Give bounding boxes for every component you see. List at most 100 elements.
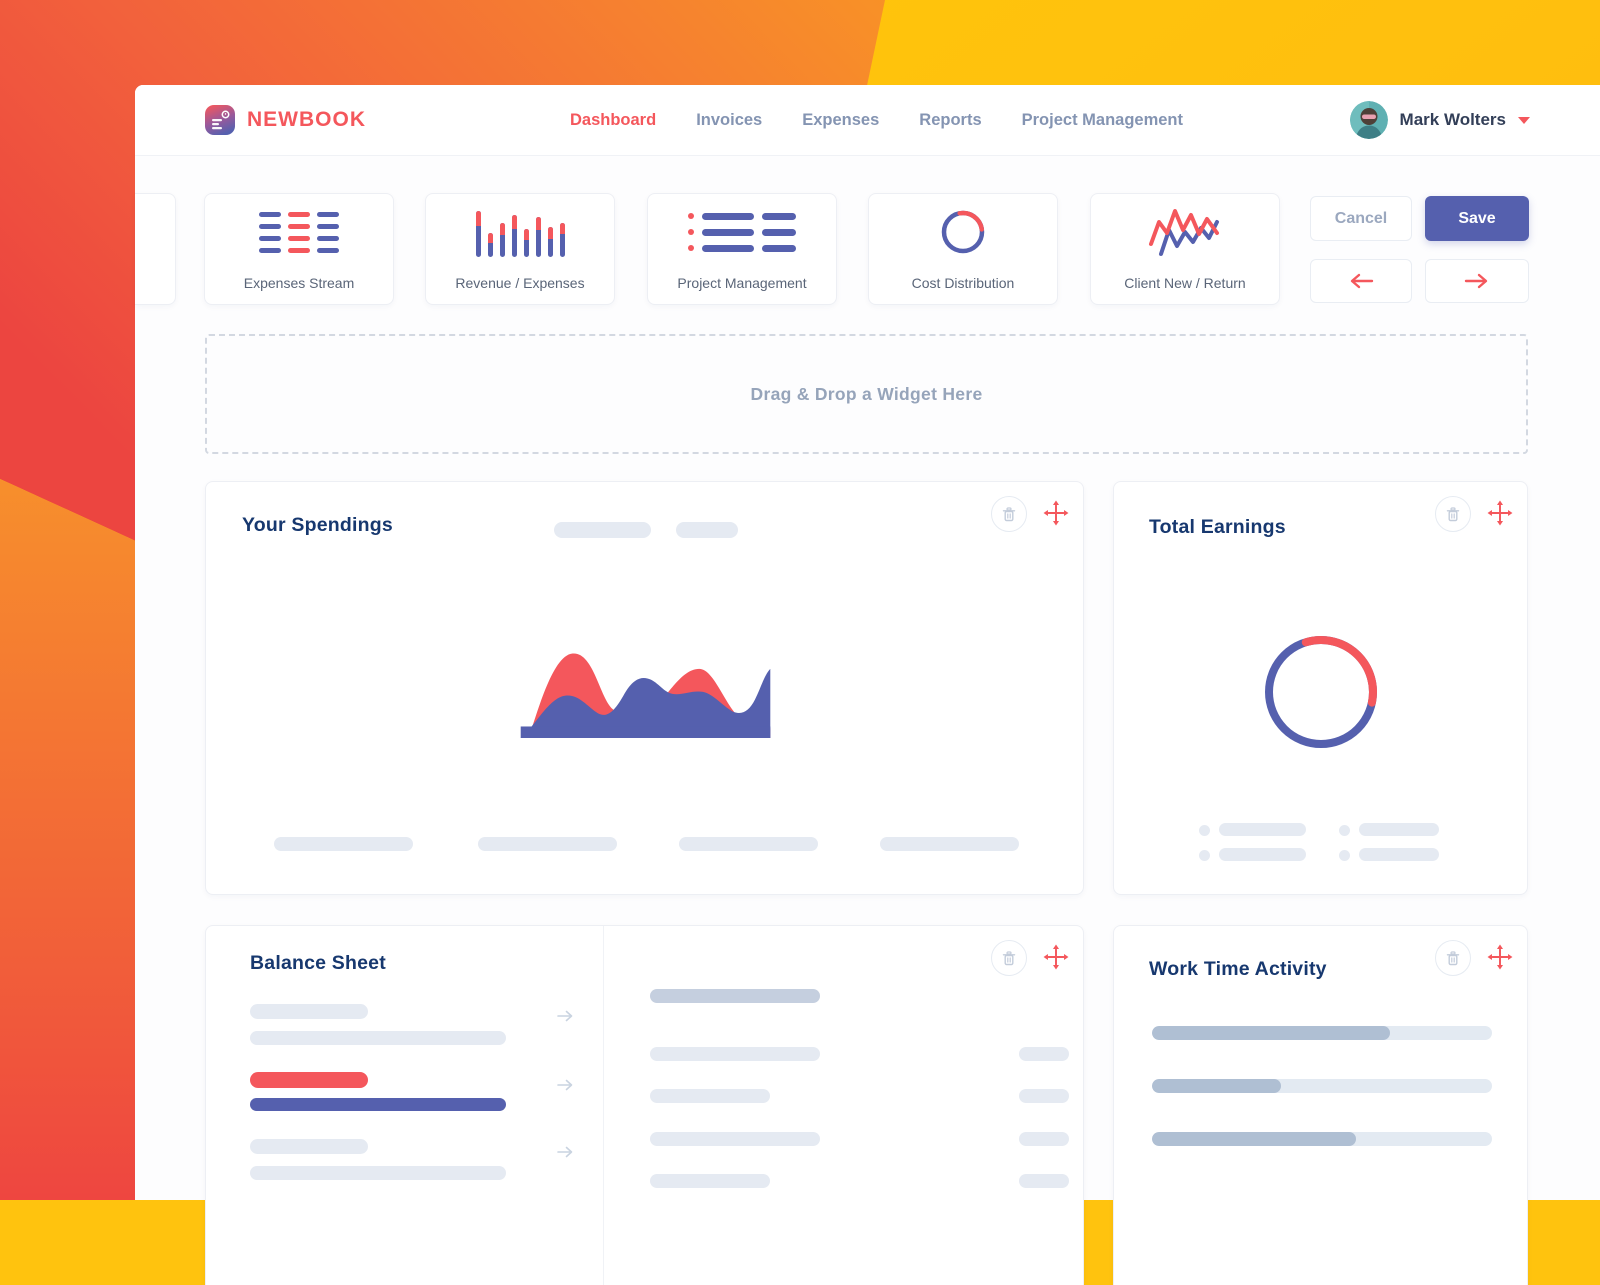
list-row-pill — [650, 1174, 770, 1188]
delete-widget-button[interactable] — [991, 940, 1027, 976]
row-arrow-icon[interactable] — [556, 1009, 574, 1023]
widget-title: Total Earnings — [1149, 516, 1286, 538]
bar-chart-icon — [475, 207, 565, 257]
list-row-pill — [650, 1047, 820, 1061]
list-header-pill — [650, 989, 820, 1003]
move-arrows-icon — [1043, 500, 1069, 526]
move-widget-handle[interactable] — [1043, 944, 1069, 970]
nav-expenses[interactable]: Expenses — [802, 110, 880, 129]
legend-dot — [1199, 850, 1210, 861]
progress-bar — [1152, 1026, 1492, 1040]
placeholder-pill — [554, 522, 651, 538]
user-name: Mark Wolters — [1399, 110, 1506, 129]
balance-blue-bar — [250, 1098, 506, 1111]
widget-card-partial[interactable] — [135, 193, 176, 305]
placeholder-pill — [250, 1139, 368, 1154]
carousel-next-button[interactable] — [1425, 259, 1529, 303]
trash-icon — [1446, 950, 1460, 965]
widget-card-revenue-expenses[interactable]: Revenue / Expenses — [425, 193, 615, 305]
card-divider — [603, 926, 604, 1285]
earnings-ring-chart — [1265, 636, 1377, 748]
widget-card-cost-distribution[interactable]: Cost Distribution — [868, 193, 1058, 305]
picker-card-label: Cost Distribution — [911, 275, 1015, 291]
widget-dropzone[interactable]: Drag & Drop a Widget Here — [205, 334, 1528, 454]
picker-card-label: Project Management — [677, 275, 807, 291]
nav-invoices[interactable]: Invoices — [696, 110, 763, 129]
move-widget-handle[interactable] — [1043, 500, 1069, 526]
newbook-logo-icon — [205, 105, 235, 135]
line-chart-icon — [1091, 194, 1279, 270]
picker-card-label: Expenses Stream — [243, 275, 355, 291]
legend-dot — [1199, 825, 1210, 836]
carousel-prev-button[interactable] — [1310, 259, 1412, 303]
trash-icon — [1002, 506, 1016, 521]
save-button[interactable]: Save — [1425, 196, 1529, 241]
legend-pill — [1359, 823, 1439, 836]
widget-card-project-management[interactable]: Project Management — [647, 193, 837, 305]
list-value-pill — [1019, 1089, 1069, 1103]
balance-red-bar — [250, 1072, 368, 1088]
widget-card-client-new-return[interactable]: Client New / Return — [1090, 193, 1280, 305]
widget-card-expenses-stream[interactable]: Expenses Stream — [204, 193, 394, 305]
avatar — [1349, 101, 1388, 139]
list-row-pill — [650, 1132, 820, 1146]
arrow-right-icon — [1464, 273, 1488, 289]
move-arrows-icon — [1487, 500, 1513, 526]
spendings-area-chart — [520, 653, 771, 738]
cancel-button[interactable]: Cancel — [1310, 196, 1412, 241]
widget-your-spendings: Your Spendings — [205, 481, 1084, 895]
placeholder-pill — [880, 837, 1019, 851]
widget-title: Balance Sheet — [250, 952, 386, 974]
placeholder-pill — [274, 837, 413, 851]
app-header: NEWBOOK Dashboard Invoices Expenses Repo… — [135, 85, 1600, 156]
dropzone-label: Drag & Drop a Widget Here — [750, 383, 983, 404]
task-list-icon — [648, 194, 836, 270]
list-value-pill — [1019, 1047, 1069, 1061]
list-row-pill — [650, 1089, 770, 1103]
placeholder-pill — [478, 837, 617, 851]
legend-pill — [1359, 848, 1439, 861]
nav-reports[interactable]: Reports — [919, 110, 982, 129]
app-window: NEWBOOK Dashboard Invoices Expenses Repo… — [135, 85, 1600, 1285]
delete-widget-button[interactable] — [1435, 496, 1471, 532]
placeholder-pill — [679, 837, 818, 851]
trash-icon — [1002, 950, 1016, 965]
list-value-pill — [1019, 1132, 1069, 1146]
earnings-ring-red — [1301, 636, 1377, 707]
widget-title: Your Spendings — [242, 514, 393, 536]
nav-project-management[interactable]: Project Management — [1021, 110, 1183, 129]
placeholder-pill — [250, 1166, 506, 1180]
widget-work-time-activity: Work Time Activity — [1113, 925, 1528, 1285]
move-arrows-icon — [1487, 944, 1513, 970]
list-value-pill — [1019, 1174, 1069, 1188]
trash-icon — [1446, 506, 1460, 521]
picker-card-label: Client New / Return — [1124, 275, 1246, 291]
move-widget-handle[interactable] — [1487, 944, 1513, 970]
brand[interactable]: NEWBOOK — [205, 105, 366, 135]
picker-card-label: Revenue / Expenses — [455, 275, 585, 291]
arrow-left-icon — [1350, 273, 1374, 289]
nav-dashboard[interactable]: Dashboard — [570, 110, 657, 129]
placeholder-pill — [250, 1004, 368, 1019]
widget-title: Work Time Activity — [1149, 958, 1327, 980]
delete-widget-button[interactable] — [1435, 940, 1471, 976]
main-nav: Dashboard Invoices Expenses Reports Proj… — [570, 85, 1183, 155]
legend-dot — [1339, 850, 1350, 861]
move-arrows-icon — [1043, 944, 1069, 970]
placeholder-pill — [676, 522, 738, 538]
progress-bar — [1152, 1079, 1492, 1093]
widget-total-earnings: Total Earnings — [1113, 481, 1528, 895]
legend-dot — [1339, 825, 1350, 836]
user-menu[interactable]: Mark Wolters — [1349, 101, 1530, 139]
legend-pill — [1219, 823, 1306, 836]
placeholder-pill — [250, 1031, 506, 1045]
row-arrow-icon[interactable] — [556, 1145, 574, 1159]
brand-name: NEWBOOK — [247, 108, 366, 131]
row-arrow-icon[interactable] — [556, 1078, 574, 1092]
donut-chart-icon — [869, 194, 1057, 270]
widget-balance-sheet: Balance Sheet — [205, 925, 1084, 1285]
move-widget-handle[interactable] — [1487, 500, 1513, 526]
delete-widget-button[interactable] — [991, 496, 1027, 532]
caret-down-icon — [1518, 116, 1530, 124]
legend-pill — [1219, 848, 1306, 861]
